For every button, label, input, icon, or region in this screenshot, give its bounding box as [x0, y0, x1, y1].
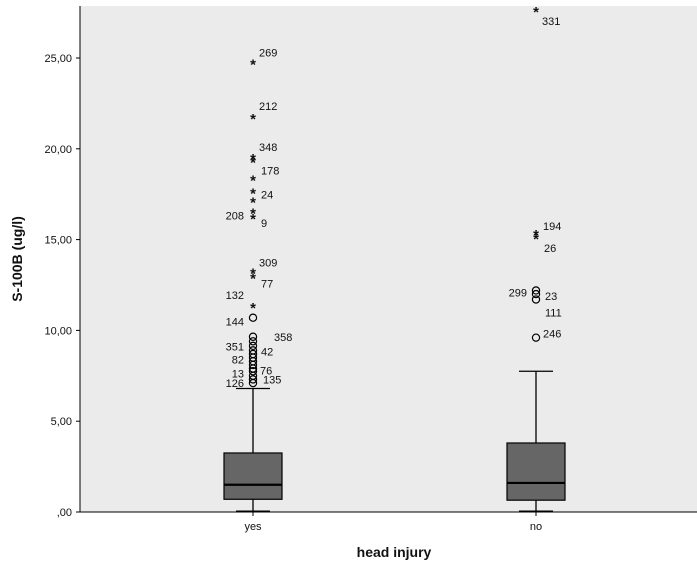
outlier-circle	[531, 286, 541, 295]
y-tick-label: 25,00	[44, 53, 72, 65]
outlier-label: 76	[260, 366, 272, 378]
outlier-label: 246	[543, 329, 561, 341]
outlier-star: *	[250, 151, 256, 168]
boxes-layer	[223, 370, 566, 512]
outlier-star: *	[250, 173, 256, 190]
outlier-circle	[248, 337, 258, 346]
outlier-label: 299	[509, 287, 527, 299]
y-tick-label: 20,00	[44, 144, 72, 156]
outlier-star: *	[250, 111, 256, 128]
y-tick-label: 15,00	[44, 235, 72, 247]
outlier-star: *	[533, 227, 539, 244]
outlier-label: 348	[259, 142, 277, 154]
outlier-star: *	[250, 56, 256, 73]
outlier-star: *	[250, 265, 256, 282]
outlier-label: 208	[226, 210, 244, 222]
outlier-label: 212	[259, 101, 277, 113]
outlier-label: 351	[226, 341, 244, 353]
outlier-label: 24	[261, 189, 273, 201]
outlier-label: 26	[544, 243, 556, 255]
x-tick-label: yes	[244, 521, 262, 533]
outlier-circle	[248, 367, 258, 376]
outlier-circle	[248, 332, 258, 341]
outlier-label: 13	[232, 368, 244, 380]
y-tick-label: 10,00	[44, 325, 72, 337]
y-tick-label: 5,00	[51, 416, 72, 428]
outlier-circle	[248, 346, 258, 355]
x-tick-label: no	[530, 521, 542, 533]
outlier-label: 23	[545, 291, 557, 303]
outlier-star: *	[250, 155, 256, 172]
y-axis-title: S-100B (ug/l)	[9, 216, 25, 302]
outlier-star: *	[250, 194, 256, 211]
outlier-label: 178	[261, 166, 279, 178]
y-tick-label: ,00	[57, 507, 72, 519]
outlier-label: 331	[542, 16, 560, 28]
outlier-star: *	[250, 271, 256, 288]
outlier-circle	[248, 375, 258, 384]
outlier-circle	[531, 295, 541, 304]
x-ticks-layer: yes no	[244, 512, 542, 533]
outlier-label: 111	[545, 308, 562, 320]
x-axis-title: head injury	[357, 544, 432, 560]
outlier-star: *	[250, 211, 256, 228]
outlier-circle	[531, 289, 541, 299]
outlier-label: 42	[261, 346, 273, 358]
outlier-star: *	[533, 4, 539, 21]
outlier-circle	[531, 333, 541, 342]
outlier-circle	[248, 313, 258, 322]
outlier-label: 77	[261, 279, 273, 291]
outlier-label: 9	[261, 218, 267, 230]
outlier-label: 135	[263, 374, 281, 386]
outlier-circle	[248, 349, 258, 359]
outlier-star: *	[250, 185, 256, 202]
outlier-star: *	[533, 231, 539, 248]
plot-background	[80, 6, 697, 512]
box-iqr	[506, 442, 566, 501]
outlier-label: 358	[274, 332, 292, 344]
outlier-star: *	[250, 205, 256, 222]
box-iqr	[223, 452, 283, 500]
outlier-label: 126	[226, 378, 244, 390]
outlier-label: 194	[543, 221, 561, 233]
outlier-star: *	[250, 300, 256, 317]
outlier-label: 82	[232, 355, 244, 367]
outlier-label: 309	[259, 257, 277, 269]
outlier-circle	[248, 341, 258, 351]
outlier-label: 269	[259, 47, 277, 59]
y-ticks-layer: ,00 5,00 10,00 15,00 20,00 25,00	[44, 53, 80, 519]
outlier-label: 144	[226, 317, 244, 329]
outlier-label: 132	[226, 290, 244, 302]
